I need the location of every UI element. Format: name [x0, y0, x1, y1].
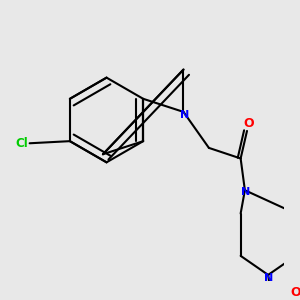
Text: O: O [291, 286, 300, 299]
Text: Cl: Cl [16, 137, 28, 150]
Text: N: N [264, 273, 274, 283]
Text: N: N [180, 110, 189, 120]
Text: N: N [241, 187, 250, 197]
Text: O: O [243, 117, 254, 130]
